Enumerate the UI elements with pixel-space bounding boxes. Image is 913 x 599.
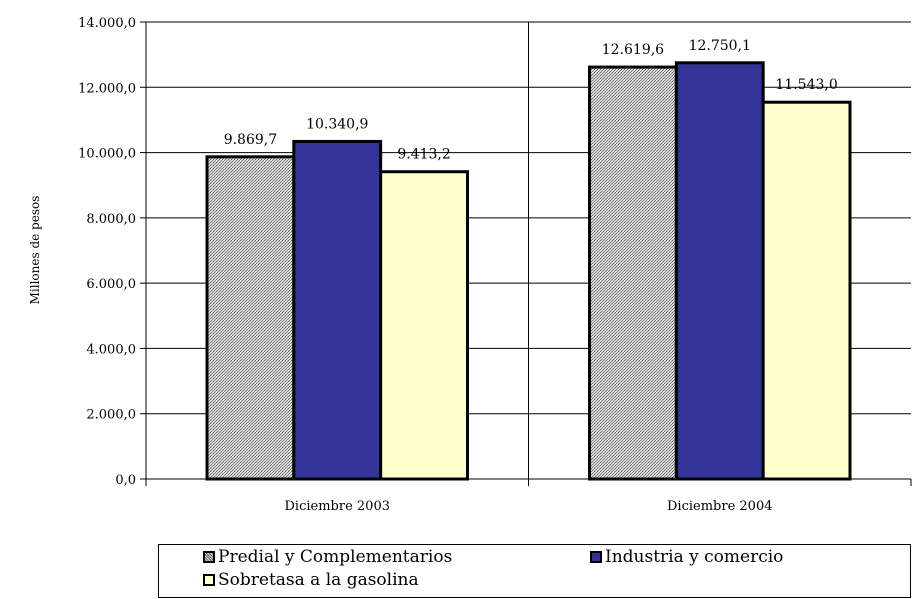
bar: [379, 170, 469, 481]
data-labels: 9.869,7 12.619,6 10.340,9 12.750,1 9.413,2 11…: [224, 38, 838, 163]
y-tick-label: 14.000,0: [78, 16, 136, 31]
legend-item-predial: Predial y Complementarios: [203, 547, 452, 567]
y-axis-title: Millones de pesos: [28, 196, 42, 305]
data-label: 9.869,7: [224, 132, 277, 148]
legend-swatch-sobretasa: [203, 574, 215, 586]
bar: [761, 100, 852, 481]
y-tick-label: 8.000,0: [86, 212, 136, 227]
legend-swatch-predial: [203, 551, 215, 563]
bars: [205, 61, 852, 481]
bar: [674, 61, 765, 481]
data-label: 12.619,6: [602, 42, 664, 58]
bar-chart: 0,0 2.000,0 4.000,0 6.000,0 8.000,0 10.000,0 1…: [28, 16, 912, 514]
bar: [588, 65, 678, 481]
x-category-label: Diciembre 2004: [667, 499, 773, 514]
y-tick-label: 2.000,0: [86, 408, 136, 423]
legend-label-industria: Industria y comercio: [605, 547, 784, 567]
bar: [205, 155, 296, 481]
y-tick-label: 10.000,0: [78, 147, 136, 162]
y-tick-label: 0,0: [115, 473, 136, 488]
legend-swatch-industria: [590, 551, 602, 563]
x-category-label: Diciembre 2003: [285, 499, 391, 514]
data-label: 9.413,2: [397, 147, 450, 163]
y-tick-label: 6.000,0: [86, 277, 136, 292]
legend: Predial y Complementarios Industria y co…: [158, 544, 911, 598]
data-label: 12.750,1: [689, 38, 751, 54]
bar: [292, 139, 383, 481]
data-label: 10.340,9: [306, 116, 368, 132]
data-label: 11.543,0: [775, 77, 837, 93]
legend-item-industria: Industria y comercio: [590, 547, 783, 567]
legend-label-predial: Predial y Complementarios: [218, 547, 453, 567]
legend-label-sobretasa: Sobretasa a la gasolina: [218, 570, 419, 590]
legend-item-sobretasa: Sobretasa a la gasolina: [203, 570, 419, 590]
y-tick-label: 4.000,0: [86, 342, 136, 357]
y-tick-label: 12.000,0: [78, 81, 136, 96]
